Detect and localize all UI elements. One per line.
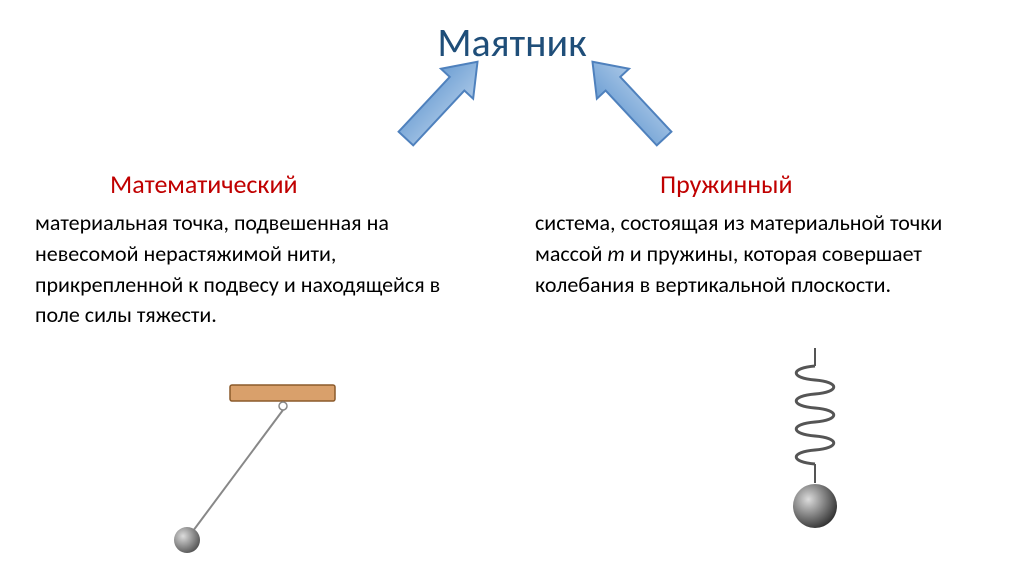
left-subtitle: Математический <box>110 168 298 200</box>
left-description: материальная точка, подвешенная на невес… <box>35 208 475 331</box>
spring-pendulum-icon <box>770 348 860 543</box>
right-description: система, состоящая из материальной точки… <box>535 208 995 300</box>
math-pendulum-icon <box>170 380 370 565</box>
right-subtitle: Пружинный <box>660 168 793 200</box>
